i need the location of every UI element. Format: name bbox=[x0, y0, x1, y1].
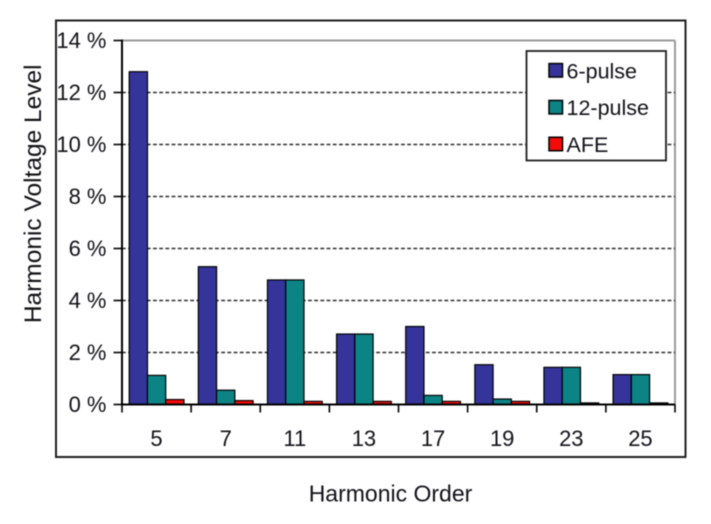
svg-text:10 %: 10 % bbox=[56, 132, 106, 157]
svg-text:6 %: 6 % bbox=[69, 236, 107, 261]
svg-text:6-pulse: 6-pulse bbox=[567, 59, 638, 83]
svg-text:12-pulse: 12-pulse bbox=[567, 96, 649, 120]
svg-text:7: 7 bbox=[220, 426, 232, 451]
svg-text:4 %: 4 % bbox=[69, 288, 107, 313]
svg-text:14 %: 14 % bbox=[56, 28, 106, 53]
svg-text:2 %: 2 % bbox=[69, 340, 107, 365]
svg-text:13: 13 bbox=[352, 426, 376, 451]
svg-text:8 %: 8 % bbox=[69, 184, 107, 209]
svg-text:12 %: 12 % bbox=[56, 80, 106, 105]
svg-text:Harmonic Order: Harmonic Order bbox=[309, 481, 473, 507]
svg-text:11: 11 bbox=[283, 426, 306, 451]
svg-text:23: 23 bbox=[559, 426, 583, 451]
svg-text:0 %: 0 % bbox=[69, 392, 107, 417]
svg-text:17: 17 bbox=[421, 426, 445, 451]
svg-text:19: 19 bbox=[490, 426, 514, 451]
svg-text:5: 5 bbox=[150, 426, 162, 451]
svg-text:Harmonic Voltage Level: Harmonic Voltage Level bbox=[20, 64, 47, 323]
svg-text:25: 25 bbox=[628, 426, 652, 451]
svg-text:AFE: AFE bbox=[567, 133, 609, 157]
